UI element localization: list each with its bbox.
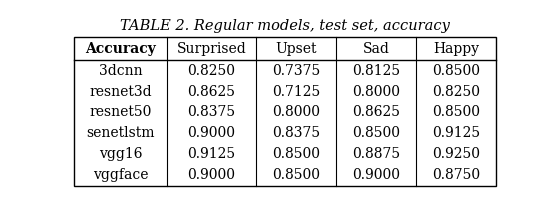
Text: 0.8125: 0.8125 xyxy=(352,64,400,78)
Text: 0.8250: 0.8250 xyxy=(432,85,480,98)
Text: 0.9000: 0.9000 xyxy=(187,168,235,182)
Text: 0.8500: 0.8500 xyxy=(272,168,320,182)
Text: Surprised: Surprised xyxy=(176,42,246,56)
Text: 0.8000: 0.8000 xyxy=(352,85,400,98)
Text: 0.8375: 0.8375 xyxy=(187,106,235,119)
Text: 0.8625: 0.8625 xyxy=(187,85,235,98)
Text: 0.7375: 0.7375 xyxy=(272,64,320,78)
Text: 0.8500: 0.8500 xyxy=(432,64,480,78)
Text: 0.8875: 0.8875 xyxy=(352,147,400,161)
Text: 0.9125: 0.9125 xyxy=(187,147,235,161)
Text: 0.8750: 0.8750 xyxy=(432,168,480,182)
Text: senetlstm: senetlstm xyxy=(86,126,155,140)
Text: 0.8250: 0.8250 xyxy=(187,64,235,78)
Text: 0.9000: 0.9000 xyxy=(352,168,400,182)
Text: 0.8500: 0.8500 xyxy=(352,126,400,140)
Text: 0.8625: 0.8625 xyxy=(352,106,400,119)
Text: Upset: Upset xyxy=(275,42,316,56)
Text: 3dcnn: 3dcnn xyxy=(98,64,142,78)
Text: 0.8000: 0.8000 xyxy=(272,106,320,119)
Text: 0.9250: 0.9250 xyxy=(432,147,480,161)
Text: resnet50: resnet50 xyxy=(89,106,152,119)
Text: vgg16: vgg16 xyxy=(98,147,142,161)
Text: 0.9000: 0.9000 xyxy=(187,126,235,140)
Text: 0.8500: 0.8500 xyxy=(272,147,320,161)
Text: TABLE 2. Regular models, test set, accuracy: TABLE 2. Regular models, test set, accur… xyxy=(120,19,450,33)
Text: 0.8375: 0.8375 xyxy=(272,126,320,140)
Text: Accuracy: Accuracy xyxy=(85,42,156,56)
Text: vggface: vggface xyxy=(93,168,148,182)
Text: Sad: Sad xyxy=(363,42,389,56)
Text: 0.9125: 0.9125 xyxy=(432,126,480,140)
Text: 0.8500: 0.8500 xyxy=(432,106,480,119)
Text: 0.7125: 0.7125 xyxy=(272,85,320,98)
Text: resnet3d: resnet3d xyxy=(89,85,152,98)
Text: Happy: Happy xyxy=(433,42,479,56)
